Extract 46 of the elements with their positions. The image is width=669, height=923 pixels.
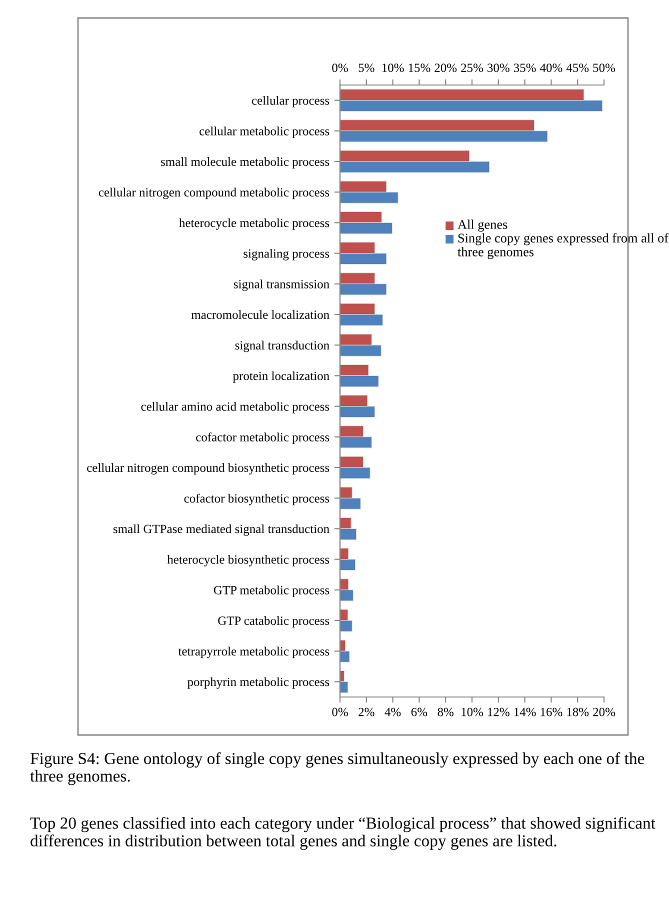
y-tick-label: GTP metabolic process bbox=[214, 586, 330, 597]
y-tick-label: signal transmission bbox=[234, 280, 330, 291]
x2-tick-label: 0% bbox=[332, 64, 348, 72]
caption: Figure S4: Gene ontology of single copy genes simultaneously expressed by each one of the three genomes. bbox=[30, 752, 644, 786]
x2-tick-label: 15% bbox=[408, 64, 430, 72]
x2-tick-label: 45% bbox=[566, 64, 589, 72]
legend-label: All genes bbox=[458, 220, 508, 232]
y-tick-label: heterocycle metabolic process bbox=[179, 218, 330, 230]
x2-tick-label: 40% bbox=[540, 64, 562, 72]
y-tick-label: small molecule metabolic process bbox=[161, 157, 330, 168]
x2-tick-label: 35% bbox=[514, 64, 536, 72]
y-tick-label: porphyrin metabolic process bbox=[187, 677, 330, 689]
x-tick-label: 8% bbox=[438, 708, 454, 716]
text: Top 20 genes classified into each category under “Biological process” that showed significant differences in distribution between total genes and single copy genes are listed. bbox=[30, 816, 656, 850]
y-tick-label: protein localization bbox=[232, 371, 330, 383]
x-tick-label: 6% bbox=[411, 708, 428, 716]
x2-tick-label: 5% bbox=[358, 64, 374, 72]
y-tick-label: signaling process bbox=[244, 248, 330, 260]
x-tick-label: 2% bbox=[358, 708, 374, 716]
x2-tick-label: 20% bbox=[434, 64, 457, 72]
y-tick-label: tetrapyrrole metabolic process bbox=[178, 646, 330, 658]
y-tick-label: cellular amino acid metabolic process bbox=[141, 402, 330, 414]
y-tick-label: heterocycle biosynthetic process bbox=[167, 554, 330, 566]
y-tick-label: cellular nitrogen compound metabolic process bbox=[98, 188, 330, 200]
x-tick-label: 4% bbox=[384, 708, 401, 716]
y-tick-label: signal transduction bbox=[235, 340, 330, 352]
x-tick-label: 14% bbox=[514, 708, 536, 716]
x2-tick-label: 10% bbox=[382, 64, 404, 72]
x-tick-label: 20% bbox=[593, 708, 616, 716]
x2-tick-label: 25% bbox=[461, 64, 484, 72]
y-tick-label: cellular nitrogen compound biosynthetic process bbox=[87, 463, 330, 475]
y-tick-label: cofactor biosynthetic process bbox=[184, 494, 330, 506]
x-tick-label: 16% bbox=[540, 708, 562, 716]
x2-tick-label: 30% bbox=[488, 64, 510, 72]
x-tick-label: 12% bbox=[488, 708, 510, 716]
x-tick-label: 10% bbox=[462, 708, 484, 716]
x2-tick-label: 50% bbox=[593, 64, 616, 72]
y-tick-label: cofactor metabolic process bbox=[196, 432, 330, 444]
y-tick-label: cellular process bbox=[252, 96, 330, 108]
x-tick-label: 18% bbox=[567, 708, 589, 716]
y-tick-label: GTP catabolic process bbox=[218, 616, 330, 628]
y-tick-label: cellular metabolic process bbox=[200, 126, 330, 138]
x-tick-label: 0% bbox=[332, 708, 348, 716]
y-tick-label: small GTPase mediated signal transduction bbox=[113, 524, 330, 536]
legend-label: Single copy genes expressed from all of three genomes bbox=[458, 233, 669, 260]
y-tick-label: macromolecule localization bbox=[191, 310, 330, 319]
